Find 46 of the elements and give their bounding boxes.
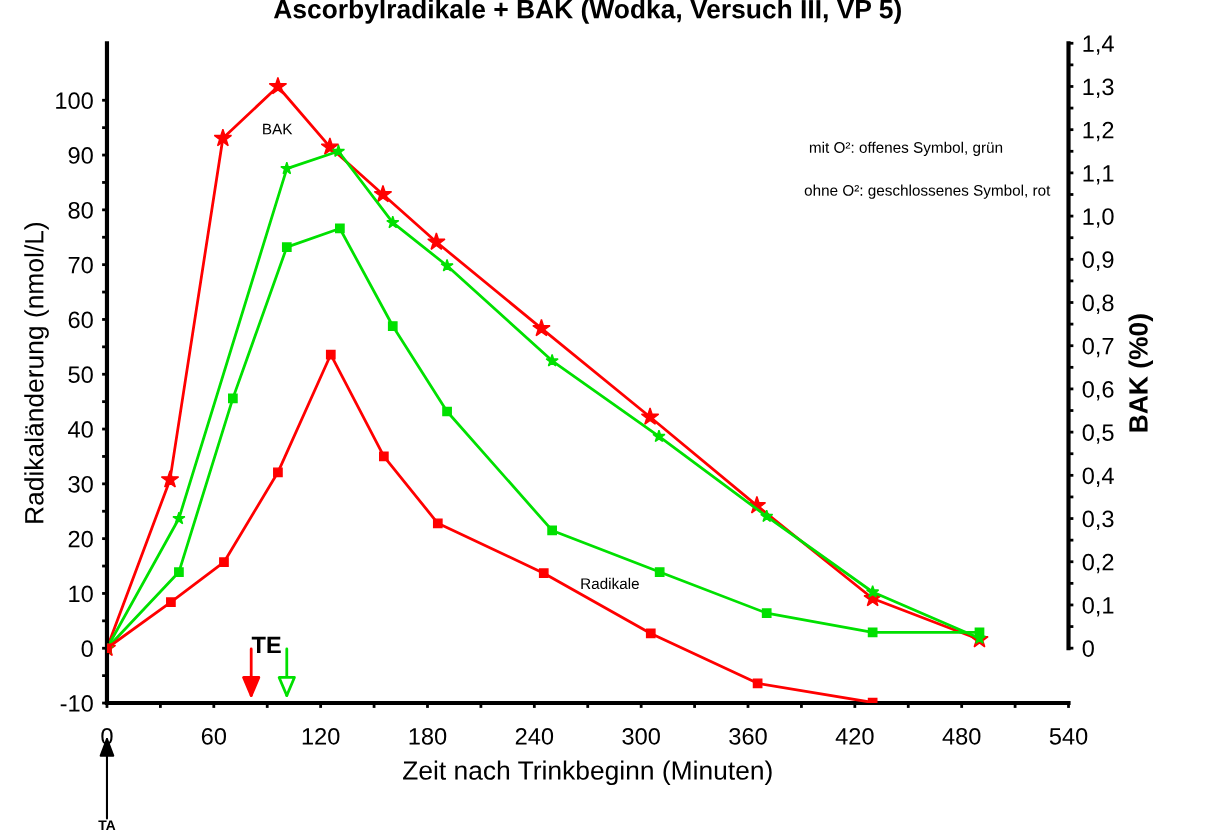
y2-tick-label: 0,4: [1082, 467, 1114, 487]
x-tick-label: 540: [1049, 727, 1088, 745]
x-tick-label: 360: [729, 727, 767, 745]
y-tick-label: -10: [60, 695, 93, 712]
x-axis-title: Zeit nach Trinkbeginn (Minuten): [403, 760, 772, 786]
annotation: TE: [251, 636, 281, 654]
annotation: Radikale: [581, 577, 639, 590]
y-tick-label: 90: [68, 147, 93, 164]
y2-tick-label: 0,2: [1082, 553, 1114, 574]
y-tick-label: 10: [69, 585, 93, 603]
y2-tick-label: 1,4: [1083, 35, 1114, 55]
chart-title: Ascorbylradikale + BAK (Wodka, Versuch III, VP 5): [273, 0, 901, 24]
y-tick-label: 60: [68, 311, 93, 329]
x-tick-label: 240: [515, 727, 554, 745]
y2-tick-label: 0,5: [1082, 424, 1114, 444]
y2-tick-label: 1,0: [1083, 208, 1114, 228]
y2-axis-title: BAK (%0): [1128, 314, 1154, 432]
y2-tick-label: 0,7: [1082, 337, 1114, 358]
y2-tick-label: 1,3: [1083, 78, 1114, 99]
y2-tick-label: 0,6: [1082, 380, 1114, 401]
annotation: ohne O²: geschlossenes Symbol, rot: [804, 184, 1051, 199]
y-tick-label: 80: [68, 201, 93, 219]
y-tick-label: 30: [68, 475, 93, 493]
annotation: mit O²: offenes Symbol, grün: [809, 141, 1003, 156]
y2-tick-label: 0,8: [1082, 294, 1114, 315]
x-tick-label: 480: [942, 727, 981, 745]
y-tick-label: 0: [81, 640, 93, 658]
y-axis-title: Radikaländerung (nmol/L): [24, 222, 49, 523]
y-tick-label: 50: [68, 366, 93, 384]
y2-tick-label: 0,9: [1082, 251, 1114, 271]
x-tick-label: 300: [622, 727, 660, 745]
annotation: BAK: [263, 123, 293, 135]
x-tick-label: 60: [201, 727, 227, 745]
y2-tick-label: 1,1: [1083, 165, 1114, 185]
y2-tick-label: 0,1: [1082, 597, 1114, 617]
y2-tick-label: 1,2: [1083, 121, 1114, 142]
text: TA: [98, 820, 116, 831]
y-tick-label: 70: [68, 256, 93, 274]
y2-tick-label: 0,3: [1082, 510, 1114, 531]
y-tick-label: 100: [56, 92, 93, 110]
x-tick-label: 120: [302, 727, 340, 745]
y2-tick-label: 0: [1082, 640, 1094, 657]
y-tick-label: 20: [68, 530, 93, 548]
x-tick-label: 420: [835, 727, 874, 745]
x-tick-label: 180: [409, 727, 447, 745]
y-tick-label: 40: [68, 421, 93, 438]
